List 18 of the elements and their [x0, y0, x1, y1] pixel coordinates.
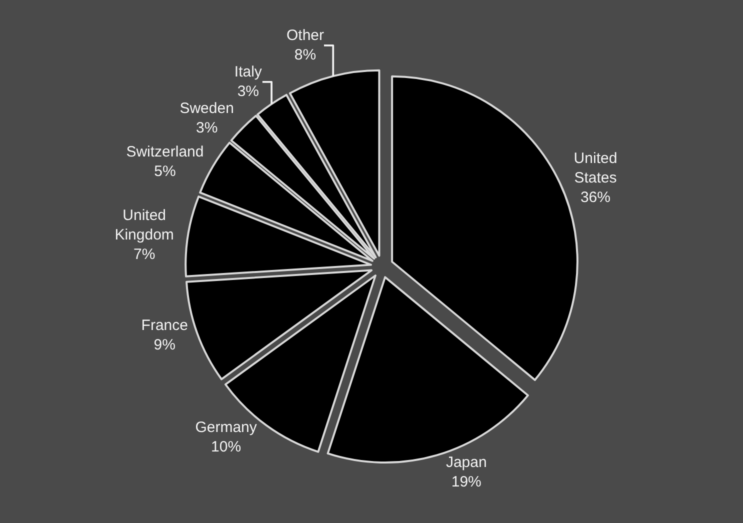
slice-label: United States	[574, 150, 618, 186]
data-label: 5%	[154, 162, 176, 180]
data-label: 10%	[211, 438, 242, 456]
data-label: 7%	[133, 246, 156, 264]
slice-label: Sweden	[180, 100, 234, 118]
data-label: 3%	[237, 83, 260, 100]
data-label: 19%	[451, 473, 482, 490]
slice-label: Switzerland	[126, 143, 204, 160]
slice-label: Japan	[446, 454, 487, 471]
data-label: 8%	[294, 46, 316, 64]
slice-label: Germany	[195, 419, 258, 436]
slice-label: Italy	[234, 64, 262, 81]
slice-label: United Kingdom	[114, 207, 174, 244]
slice-label: France	[141, 316, 188, 334]
data-label: 36%	[580, 188, 610, 206]
slice-label: Other	[286, 27, 324, 44]
data-label: 3%	[196, 120, 218, 137]
data-label: 9%	[154, 336, 176, 354]
